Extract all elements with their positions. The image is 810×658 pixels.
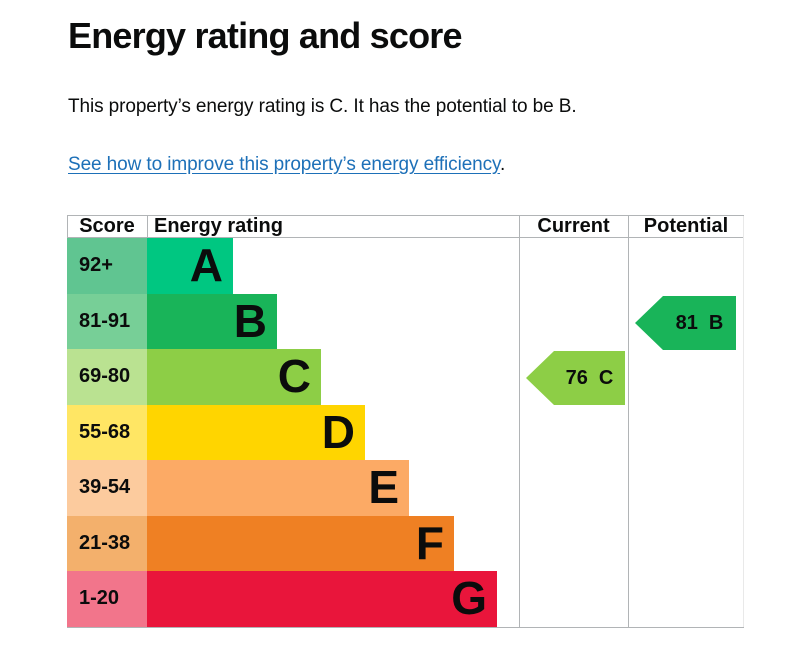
- band-letter: C: [277, 350, 311, 402]
- band-letter: E: [368, 461, 399, 513]
- chart-header-row: Score Energy rating Current Potential: [67, 216, 744, 238]
- band-score-range: 69-80: [67, 349, 147, 405]
- band-bar: F: [147, 515, 454, 571]
- chart-right-border: [743, 216, 744, 627]
- band-score-range: 81-91: [67, 293, 147, 349]
- improve-energy-efficiency-link[interactable]: See how to improve this property’s energ…: [68, 154, 501, 175]
- improve-link-line: See how to improve this property’s energ…: [68, 152, 505, 177]
- band-bar: G: [147, 571, 497, 627]
- current-letter: C: [598, 366, 614, 389]
- band-score-range: 39-54: [67, 460, 147, 516]
- band-score-range: 92+: [67, 238, 147, 294]
- band-bar: A: [147, 238, 233, 294]
- band-row-a: 92+ A: [67, 238, 744, 294]
- band-letter: D: [321, 405, 355, 458]
- band-bar: C: [147, 349, 321, 405]
- column-divider: [628, 216, 629, 627]
- header-separator: [147, 216, 148, 238]
- summary-text: This property’s energy rating is C. It h…: [68, 96, 577, 117]
- current-score: 76: [565, 366, 588, 389]
- potential-letter: B: [708, 311, 724, 334]
- column-header-score: Score: [79, 215, 135, 237]
- band-score-range: 21-38: [67, 515, 147, 571]
- band-bar: E: [147, 460, 409, 516]
- band-bar: D: [147, 404, 365, 460]
- page-title: Energy rating and score: [68, 15, 463, 56]
- band-row-c: 69-80 C: [67, 349, 744, 405]
- column-header-current: Current: [537, 215, 610, 237]
- header-separator: [67, 216, 68, 238]
- band-row-d: 55-68 D: [67, 404, 744, 460]
- link-suffix: .: [500, 154, 506, 175]
- band-row-f: 21-38 F: [67, 515, 744, 571]
- band-row-b: 81-91 B: [67, 293, 744, 349]
- band-letter: G: [451, 572, 487, 624]
- band-score-range: 1-20: [67, 571, 147, 627]
- band-letter: F: [415, 516, 444, 569]
- column-divider: [519, 216, 520, 627]
- band-row-g: 1-20 G: [67, 571, 744, 627]
- column-header-energy-rating: Energy rating: [154, 215, 283, 237]
- band-letter: A: [189, 239, 223, 291]
- band-row-e: 39-54 E: [67, 460, 744, 516]
- band-bar: B: [147, 293, 277, 349]
- potential-score: 81: [675, 311, 698, 334]
- energy-rating-chart: Score Energy rating Current Potential 92…: [67, 215, 744, 628]
- band-letter: B: [233, 294, 267, 347]
- band-score-range: 55-68: [67, 404, 147, 460]
- column-header-potential: Potential: [643, 215, 729, 237]
